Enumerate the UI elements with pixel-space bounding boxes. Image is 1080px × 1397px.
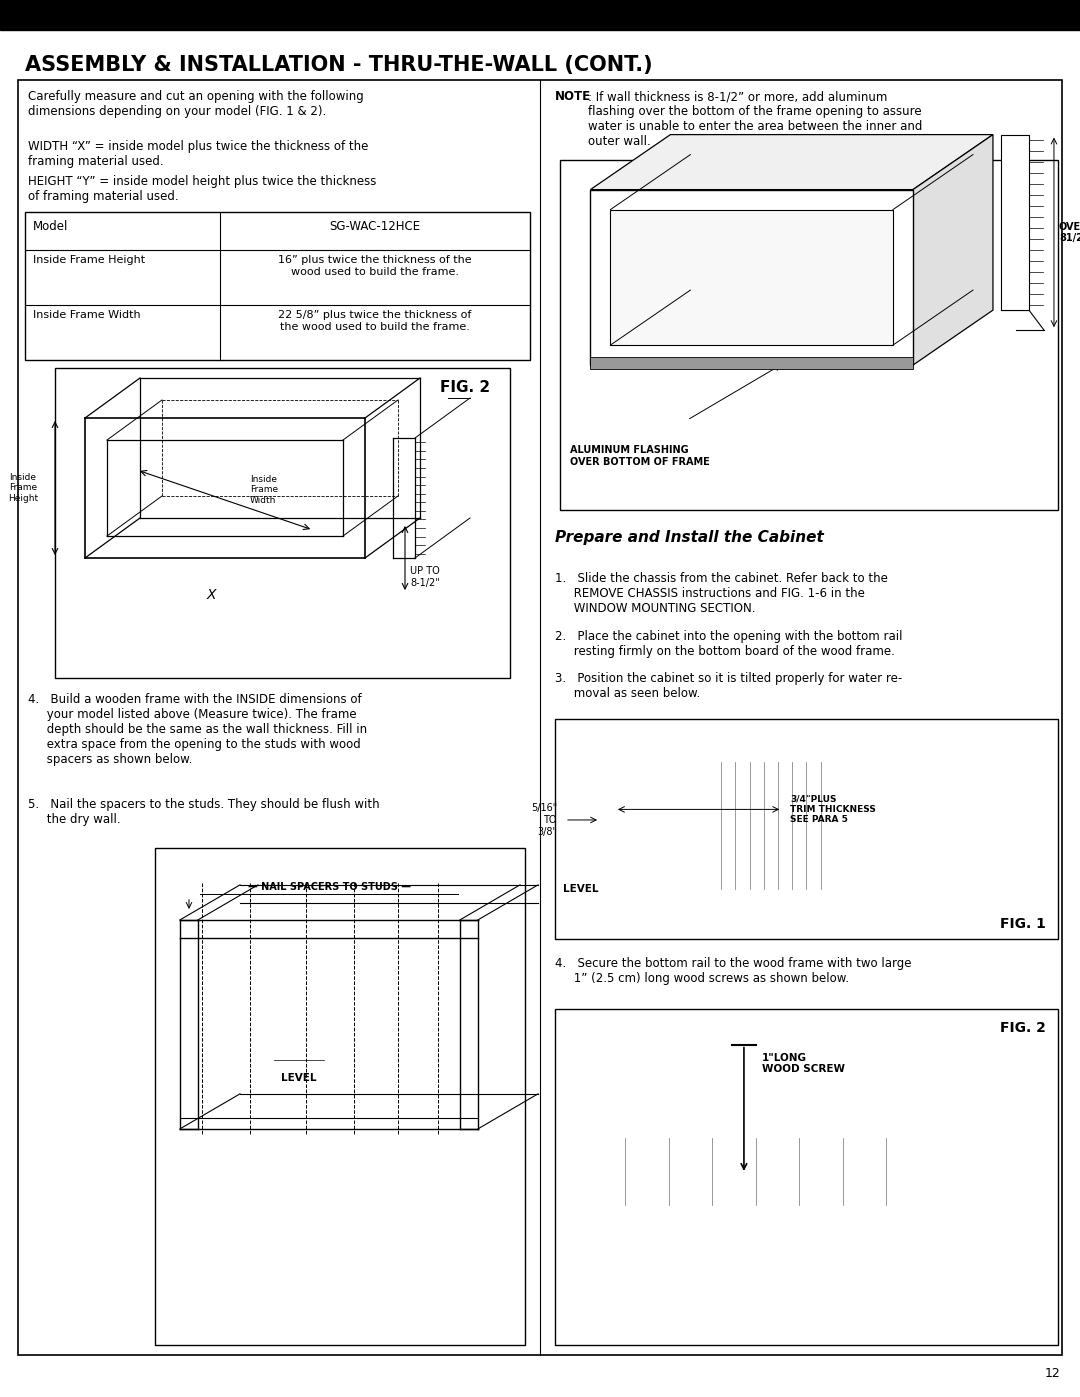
- Bar: [600, 739, 630, 915]
- Bar: [55, 367, 510, 678]
- Text: 2.   Place the cabinet into the opening with the bottom rail
     resting firmly: 2. Place the cabinet into the opening wi…: [555, 630, 903, 658]
- Text: OVER
81/2": OVER 81/2": [1059, 222, 1080, 243]
- Text: 16” plus twice the thickness of the
wood used to build the frame.: 16” plus twice the thickness of the wood…: [279, 256, 472, 277]
- Bar: [0, 0, 1080, 29]
- Text: 1"LONG
WOOD SCREW: 1"LONG WOOD SCREW: [761, 1052, 845, 1074]
- Text: ASSEMBLY & INSTALLATION - THRU-THE-WALL (CONT.): ASSEMBLY & INSTALLATION - THRU-THE-WALL …: [25, 54, 652, 75]
- Text: Prepare and Install the Cabinet: Prepare and Install the Cabinet: [555, 529, 824, 545]
- Text: Inside
Frame
Width: Inside Frame Width: [249, 475, 279, 504]
- Polygon shape: [590, 1080, 1031, 1130]
- Text: X: X: [206, 588, 216, 602]
- Text: Inside Frame Width: Inside Frame Width: [33, 310, 140, 320]
- Text: NOTE: NOTE: [555, 89, 591, 103]
- Text: ALUMINUM FLASHING
OVER BOTTOM OF FRAME: ALUMINUM FLASHING OVER BOTTOM OF FRAME: [570, 446, 710, 467]
- Polygon shape: [913, 134, 993, 365]
- Text: Carefully measure and cut an opening with the following
dimensions depending on : Carefully measure and cut an opening wit…: [28, 89, 364, 117]
- Polygon shape: [591, 190, 913, 365]
- Polygon shape: [610, 210, 893, 345]
- Text: CAULK AS
REQUIRED: CAULK AS REQUIRED: [648, 217, 704, 239]
- Bar: [591, 358, 913, 369]
- Text: 4.   Secure the bottom rail to the wood frame with two large
     1” (2.5 cm) lo: 4. Secure the bottom rail to the wood fr…: [555, 957, 912, 985]
- Text: Inside
Frame
Height: Inside Frame Height: [8, 474, 38, 503]
- Bar: [1001, 134, 1029, 310]
- Bar: [561, 161, 1058, 510]
- Text: HEIGHT “Y” = inside model height plus twice the thickness
of framing material us: HEIGHT “Y” = inside model height plus tw…: [28, 175, 376, 203]
- Text: FIG. 2: FIG. 2: [440, 380, 490, 395]
- Polygon shape: [591, 134, 993, 190]
- Text: UP TO
8-1/2": UP TO 8-1/2": [410, 566, 440, 588]
- Text: Inside Frame Height: Inside Frame Height: [33, 256, 145, 265]
- Text: LEVEL: LEVEL: [281, 1073, 316, 1084]
- Bar: [833, 739, 863, 915]
- Text: 3/4"PLUS
TRIM THICKNESS
SEE PARA 5: 3/4"PLUS TRIM THICKNESS SEE PARA 5: [791, 795, 876, 824]
- Bar: [565, 795, 600, 845]
- Bar: [630, 746, 833, 904]
- Text: 12: 12: [1044, 1368, 1059, 1380]
- Text: 1.   Slide the chassis from the cabinet. Refer back to the
     REMOVE CHASSIS i: 1. Slide the chassis from the cabinet. R…: [555, 571, 888, 615]
- Text: 22 5/8” plus twice the thickness of
the wood used to build the frame.: 22 5/8” plus twice the thickness of the …: [279, 310, 472, 331]
- Bar: [237, 1053, 362, 1067]
- Text: LEVEL: LEVEL: [563, 884, 598, 894]
- Text: WIDTH “X” = inside model plus twice the thickness of the
framing material used.: WIDTH “X” = inside model plus twice the …: [28, 140, 368, 168]
- Bar: [640, 887, 671, 904]
- Text: FIG. 1: FIG. 1: [1000, 916, 1047, 930]
- Text: Model: Model: [33, 219, 68, 233]
- Text: — NAIL SPACERS TO STUDS —: — NAIL SPACERS TO STUDS —: [247, 882, 410, 891]
- Text: 4.   Build a wooden frame with the INSIDE dimensions of
     your model listed a: 4. Build a wooden frame with the INSIDE …: [28, 693, 367, 766]
- Bar: [555, 719, 1058, 939]
- Text: SG-WAC-12HCE: SG-WAC-12HCE: [329, 219, 420, 233]
- Text: 3.   Position the cabinet so it is tilted properly for water re-
     moval as s: 3. Position the cabinet so it is tilted …: [555, 672, 902, 700]
- Text: 5.   Nail the spacers to the studs. They should be flush with
     the dry wall.: 5. Nail the spacers to the studs. They s…: [28, 798, 380, 826]
- Polygon shape: [951, 1080, 1031, 1218]
- Text: FIG. 2: FIG. 2: [1000, 1021, 1047, 1035]
- Bar: [555, 1009, 1058, 1345]
- Text: 5/16"
TO
3/8": 5/16" TO 3/8": [530, 803, 557, 837]
- Bar: [590, 1130, 951, 1218]
- Text: : If wall thickness is 8-1/2” or more, add aluminum
flashing over the bottom of : : If wall thickness is 8-1/2” or more, a…: [588, 89, 922, 148]
- Bar: [156, 848, 525, 1345]
- Bar: [25, 212, 530, 360]
